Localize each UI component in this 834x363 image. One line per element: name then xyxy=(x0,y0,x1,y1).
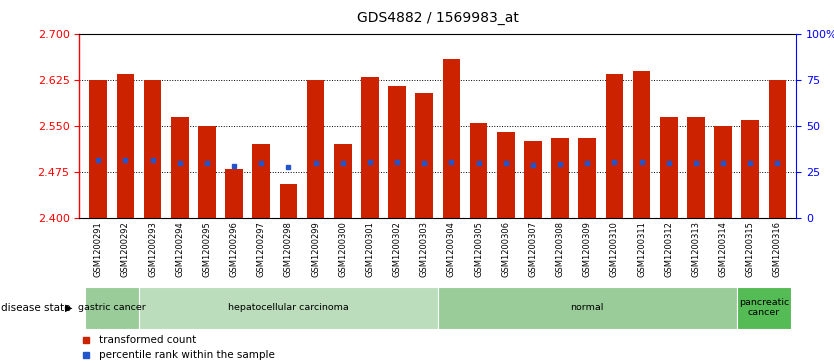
Text: GSM1200301: GSM1200301 xyxy=(365,221,374,277)
Text: GSM1200311: GSM1200311 xyxy=(637,221,646,277)
Text: GSM1200306: GSM1200306 xyxy=(501,221,510,277)
Text: GSM1200308: GSM1200308 xyxy=(555,221,565,277)
Bar xyxy=(736,287,791,329)
Bar xyxy=(415,93,433,218)
Bar xyxy=(253,144,270,218)
Text: percentile rank within the sample: percentile rank within the sample xyxy=(99,350,275,360)
Bar xyxy=(198,126,216,218)
Bar xyxy=(769,80,786,218)
Text: GSM1200310: GSM1200310 xyxy=(610,221,619,277)
Text: transformed count: transformed count xyxy=(99,335,196,344)
Bar xyxy=(89,80,107,218)
Bar xyxy=(687,117,705,218)
Bar xyxy=(605,74,623,218)
Bar xyxy=(334,144,352,218)
Bar xyxy=(85,287,139,329)
Text: pancreatic
cancer: pancreatic cancer xyxy=(739,298,789,317)
Bar xyxy=(143,80,162,218)
Bar xyxy=(361,77,379,218)
Text: GSM1200309: GSM1200309 xyxy=(583,221,592,277)
Bar xyxy=(714,126,732,218)
Text: GSM1200314: GSM1200314 xyxy=(719,221,727,277)
Text: disease state: disease state xyxy=(1,303,70,313)
Text: GSM1200298: GSM1200298 xyxy=(284,221,293,277)
Text: hepatocellular carcinoma: hepatocellular carcinoma xyxy=(228,303,349,312)
Text: gastric cancer: gastric cancer xyxy=(78,303,146,312)
Bar xyxy=(443,59,460,218)
Bar xyxy=(225,169,243,218)
Text: GSM1200293: GSM1200293 xyxy=(148,221,157,277)
Text: GSM1200313: GSM1200313 xyxy=(691,221,701,277)
Bar xyxy=(307,80,324,218)
Text: GSM1200307: GSM1200307 xyxy=(529,221,537,277)
Text: GSM1200299: GSM1200299 xyxy=(311,221,320,277)
Text: GSM1200295: GSM1200295 xyxy=(203,221,212,277)
Bar xyxy=(279,184,297,218)
Text: GSM1200291: GSM1200291 xyxy=(93,221,103,277)
Bar xyxy=(741,120,759,218)
Bar xyxy=(389,86,406,218)
Text: GSM1200305: GSM1200305 xyxy=(474,221,483,277)
Text: GSM1200315: GSM1200315 xyxy=(746,221,755,277)
Bar xyxy=(139,287,438,329)
Bar xyxy=(633,71,651,218)
Text: GSM1200303: GSM1200303 xyxy=(420,221,429,277)
Bar xyxy=(117,74,134,218)
Text: GSM1200302: GSM1200302 xyxy=(393,221,402,277)
Text: GSM1200297: GSM1200297 xyxy=(257,221,266,277)
Text: GSM1200304: GSM1200304 xyxy=(447,221,456,277)
Text: ▶: ▶ xyxy=(65,303,73,313)
Bar xyxy=(551,138,569,218)
Bar xyxy=(524,142,542,218)
Text: GSM1200312: GSM1200312 xyxy=(664,221,673,277)
Text: GSM1200296: GSM1200296 xyxy=(229,221,239,277)
Bar xyxy=(470,123,487,218)
Bar xyxy=(497,132,515,218)
Text: GDS4882 / 1569983_at: GDS4882 / 1569983_at xyxy=(357,11,519,25)
Text: GSM1200300: GSM1200300 xyxy=(339,221,347,277)
Text: GSM1200316: GSM1200316 xyxy=(773,221,782,277)
Bar xyxy=(660,117,677,218)
Bar xyxy=(438,287,736,329)
Text: GSM1200292: GSM1200292 xyxy=(121,221,130,277)
Bar xyxy=(171,117,188,218)
Text: GSM1200294: GSM1200294 xyxy=(175,221,184,277)
Bar xyxy=(579,138,596,218)
Text: normal: normal xyxy=(570,303,604,312)
